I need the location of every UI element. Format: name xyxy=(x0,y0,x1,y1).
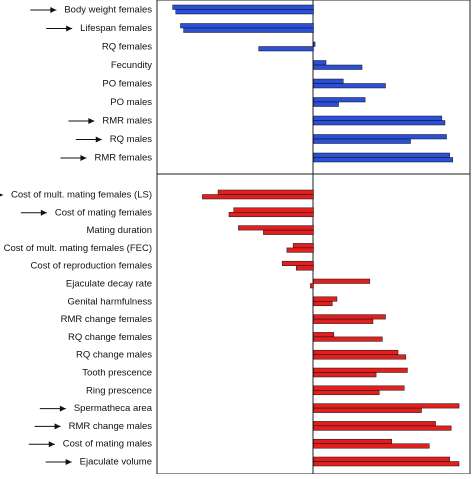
bar xyxy=(313,115,443,121)
category-label: Cost of mult. mating females (FEC) xyxy=(4,243,152,254)
category-label: Mating duration xyxy=(87,225,152,236)
category-label: RQ change females xyxy=(68,332,152,343)
arrow-head xyxy=(40,209,47,216)
bar xyxy=(313,336,383,342)
bar xyxy=(313,349,399,355)
bar xyxy=(238,225,314,231)
bar xyxy=(233,207,314,213)
bar xyxy=(313,120,446,126)
bar xyxy=(313,60,327,66)
bar xyxy=(292,243,314,249)
bar xyxy=(313,332,335,338)
category-label: Ejaculate decay rate xyxy=(66,279,152,290)
bar xyxy=(313,41,316,47)
bar xyxy=(202,194,314,200)
bar xyxy=(172,4,314,10)
bar xyxy=(313,456,450,462)
bar xyxy=(310,283,314,289)
bar xyxy=(313,438,392,444)
arrow-head xyxy=(80,155,87,161)
bar xyxy=(313,421,436,427)
bar xyxy=(313,138,411,144)
bar xyxy=(286,247,314,253)
bar xyxy=(313,278,371,284)
category-label: PO males xyxy=(110,97,152,108)
category-label: RQ females xyxy=(102,42,152,53)
bar xyxy=(313,403,460,409)
arrow-head xyxy=(66,25,73,32)
category-label: PO females xyxy=(102,79,152,90)
bar xyxy=(313,152,450,158)
bar xyxy=(217,189,314,195)
category-label: RMR males xyxy=(102,116,152,127)
bar xyxy=(313,367,408,373)
category-label: RQ change males xyxy=(76,350,152,361)
bar xyxy=(313,157,454,163)
bar xyxy=(258,46,314,52)
arrow-head xyxy=(88,118,95,124)
category-label: Cost of mating males xyxy=(63,439,152,450)
category-label: Cost of mult. mating females (LS) xyxy=(11,190,152,201)
bar xyxy=(313,83,386,89)
category-label: RQ males xyxy=(110,134,152,145)
category-label: RMR change males xyxy=(69,421,153,432)
bar xyxy=(313,97,366,103)
bar xyxy=(175,9,314,15)
category-label: Genital harmfulness xyxy=(68,296,153,307)
arrow-head xyxy=(0,193,4,197)
bar xyxy=(313,318,374,324)
arrow-head xyxy=(54,423,61,430)
arrow-head xyxy=(50,7,57,13)
bar xyxy=(313,407,422,413)
bar xyxy=(313,425,452,431)
category-label: Lifespan females xyxy=(80,23,152,34)
bar xyxy=(313,101,339,107)
category-label: Cost of mating females xyxy=(55,207,152,218)
bar xyxy=(313,78,344,84)
category-label: Body weight females xyxy=(64,5,152,16)
bar xyxy=(228,212,314,218)
bar xyxy=(313,372,377,378)
arrow-head xyxy=(95,136,102,143)
bar xyxy=(263,229,314,235)
category-label: Tooth prescence xyxy=(82,368,152,379)
bar xyxy=(313,385,405,391)
bar xyxy=(313,301,333,307)
bar xyxy=(281,260,314,266)
bar xyxy=(313,314,386,320)
bar xyxy=(313,354,407,360)
category-label: Fecundity xyxy=(111,60,152,71)
bar xyxy=(296,265,314,271)
category-label: Spermatheca area xyxy=(74,403,153,414)
arrow-head xyxy=(48,441,55,448)
category-label: Ejaculate volume xyxy=(80,457,152,468)
arrow-head xyxy=(65,459,72,465)
bar xyxy=(183,27,314,33)
arrow-head xyxy=(59,405,66,412)
bar xyxy=(313,64,363,70)
bar xyxy=(313,390,380,396)
bar xyxy=(313,134,447,140)
bar xyxy=(313,296,338,302)
bar xyxy=(180,23,314,29)
category-label: RMR females xyxy=(94,153,152,164)
category-label: RMR change females xyxy=(61,314,153,325)
category-label: Cost of reproduction females xyxy=(31,261,153,272)
category-label: Ring prescence xyxy=(86,385,152,396)
bar xyxy=(313,461,460,467)
bar xyxy=(313,443,430,449)
